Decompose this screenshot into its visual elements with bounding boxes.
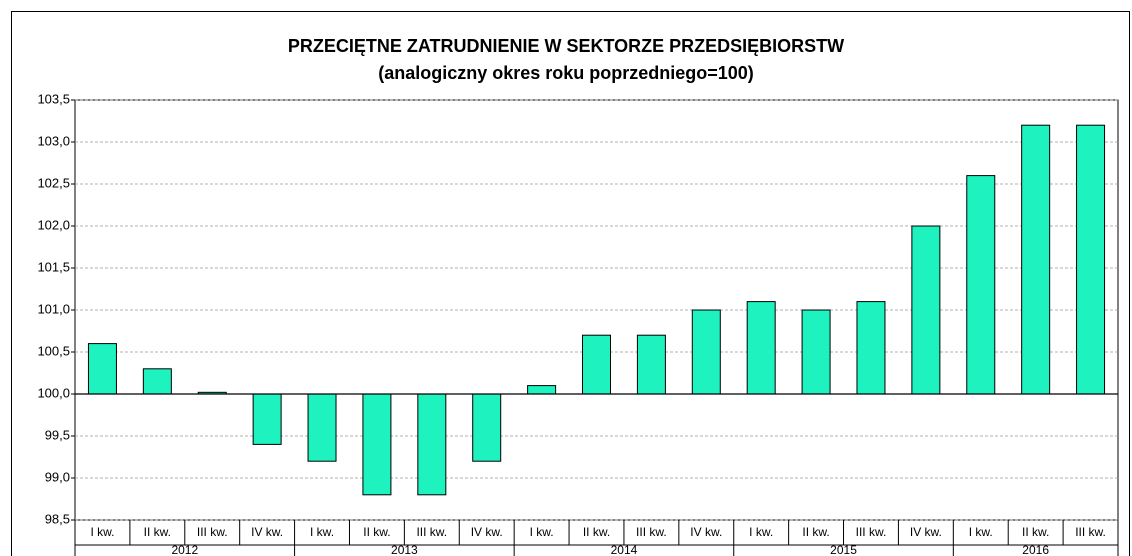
bar — [801, 309, 831, 395]
bar — [142, 368, 172, 395]
bar — [966, 175, 996, 395]
x-tick-label: I kw. — [969, 525, 993, 539]
bar — [527, 385, 557, 395]
year-label: 2014 — [611, 543, 638, 556]
y-tick-label: 100,0 — [37, 385, 70, 400]
y-tick-label: 103,5 — [37, 91, 70, 106]
year-label: 2012 — [171, 543, 198, 556]
x-tick-label: I kw. — [749, 525, 773, 539]
x-tick-label: III kw. — [856, 525, 887, 539]
y-tick-label: 103,0 — [37, 133, 70, 148]
bar — [691, 309, 721, 395]
chart-title: PRZECIĘTNE ZATRUDNIENIE W SEKTORZE PRZED… — [288, 36, 844, 56]
bar — [856, 301, 886, 395]
bar — [1021, 124, 1051, 395]
y-tick-label: 101,5 — [37, 259, 70, 274]
x-tick-label: II kw. — [802, 525, 829, 539]
bar — [472, 393, 502, 462]
bar — [362, 393, 392, 496]
y-tick-label: 101,0 — [37, 301, 70, 316]
year-label: 2015 — [830, 543, 857, 556]
bar — [582, 334, 611, 395]
x-tick-label: I kw. — [310, 525, 334, 539]
x-tick-label: II kw. — [363, 525, 390, 539]
bar — [911, 225, 941, 395]
bar — [87, 343, 117, 395]
bar — [1076, 124, 1106, 395]
x-tick-label: III kw. — [416, 525, 447, 539]
bar — [417, 393, 447, 496]
x-tick-label: IV kw. — [690, 525, 722, 539]
bar — [252, 393, 282, 445]
x-tick-label: III kw. — [1075, 525, 1106, 539]
year-label: 2013 — [391, 543, 418, 556]
x-tick-label: III kw. — [197, 525, 228, 539]
y-tick-label: 100,5 — [37, 343, 70, 358]
y-tick-label: 98,5 — [45, 511, 70, 526]
chart-subtitle: (analogiczny okres roku poprzedniego=100… — [378, 63, 754, 83]
x-tick-label: II kw. — [144, 525, 171, 539]
bar — [636, 334, 666, 395]
x-tick-label: II kw. — [1022, 525, 1049, 539]
x-tick-label: I kw. — [530, 525, 554, 539]
year-label: 2016 — [1022, 543, 1049, 556]
y-tick-label: 102,5 — [37, 175, 70, 190]
x-tick-label: I kw. — [90, 525, 114, 539]
x-tick-label: II kw. — [583, 525, 610, 539]
bar — [746, 301, 776, 395]
x-tick-label: IV kw. — [251, 525, 283, 539]
y-tick-label: 102,0 — [37, 217, 70, 232]
x-tick-label: IV kw. — [471, 525, 503, 539]
x-tick-label: III kw. — [636, 525, 667, 539]
y-tick-label: 99,5 — [45, 427, 70, 442]
bar — [307, 393, 337, 462]
x-tick-label: IV kw. — [910, 525, 942, 539]
y-tick-label: 99,0 — [45, 469, 70, 484]
